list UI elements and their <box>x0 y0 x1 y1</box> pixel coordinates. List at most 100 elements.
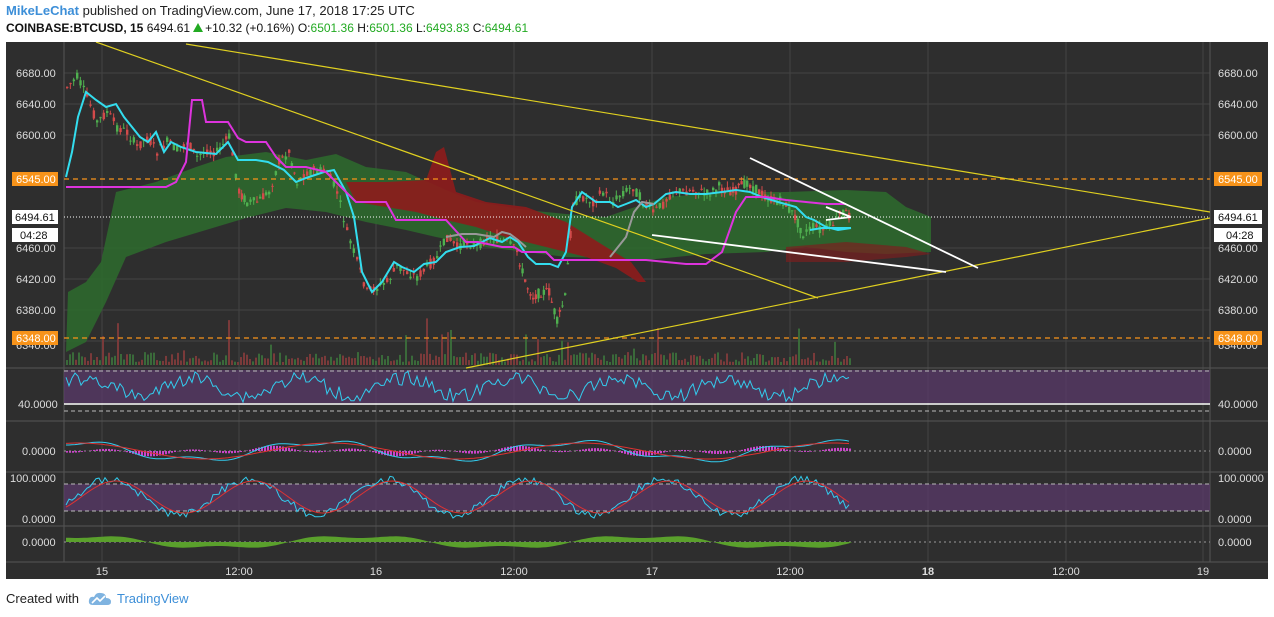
macd-hist-bar <box>462 451 464 453</box>
footer: Created with TradingView <box>0 579 1274 617</box>
volume-bar <box>396 359 398 365</box>
candle-body <box>618 195 622 198</box>
author-link[interactable]: MikeLeChat <box>6 3 79 18</box>
volume-bar <box>513 354 515 365</box>
volume-bar <box>84 357 86 365</box>
macd-hist-bar <box>81 451 83 452</box>
candle-body <box>796 218 800 228</box>
candle-body <box>89 104 92 106</box>
volume-bar <box>495 354 497 365</box>
volume-bar <box>69 354 71 365</box>
candle-body <box>281 156 284 158</box>
macd-hist-bar <box>807 451 809 452</box>
macd-hist-bar <box>90 450 92 451</box>
candle-body <box>442 238 446 246</box>
macd-hist-bar <box>264 446 266 451</box>
candle-body <box>569 230 572 239</box>
volume-bar <box>201 361 203 365</box>
candle-body <box>737 183 740 186</box>
candle-body <box>349 240 352 244</box>
candle-body <box>216 147 219 152</box>
macd-hist-bar <box>537 448 539 451</box>
current-price-tag-right: 6494.61 04:28 <box>1214 210 1262 242</box>
volume-bar <box>459 357 461 365</box>
chart-canvas[interactable]: 6680.00 6640.00 6600.00 6460.00 6420.00 … <box>6 41 1268 579</box>
macd-hist-bar <box>561 451 563 453</box>
symbol-label[interactable]: COINBASE:BTCUSD, 15 <box>6 21 144 35</box>
volume-bar <box>768 360 770 365</box>
volume-bar <box>120 354 122 365</box>
candle-body <box>524 279 527 282</box>
chart-area[interactable]: 6680.00 6640.00 6600.00 6460.00 6420.00 … <box>6 41 1268 579</box>
volume-bar <box>621 358 623 365</box>
macd-hist-bar <box>231 451 233 454</box>
candle-body <box>234 173 238 179</box>
upper-trendline[interactable] <box>185 43 1211 213</box>
volume-bar <box>252 361 254 365</box>
macd-hist-bar <box>675 450 677 451</box>
candle-body <box>518 265 522 267</box>
volume-bar <box>348 356 350 365</box>
candle-body <box>743 179 746 188</box>
volume-bar <box>417 360 419 365</box>
price-tick-6380: 6380.00 <box>16 305 56 317</box>
vertical-grid <box>101 42 1204 562</box>
volume-bar <box>516 354 518 365</box>
macd-hist-bar <box>711 451 713 454</box>
volume-bar <box>693 354 695 365</box>
volume-bar <box>126 354 128 365</box>
macd-label-left: 0.0000 <box>22 446 56 458</box>
macd-hist-bar <box>324 451 326 452</box>
candle-body <box>564 293 567 295</box>
volume-bar <box>531 359 533 365</box>
candle-body <box>788 206 791 213</box>
macd-hist-bar <box>849 448 851 451</box>
trendlines[interactable] <box>95 41 1211 369</box>
tenkan-sen-line <box>65 90 852 294</box>
tradingview-cloud-icon[interactable] <box>88 591 112 612</box>
macd-hist-bar <box>483 451 485 453</box>
macd-hist-bar <box>216 451 218 453</box>
macd-line <box>66 439 850 463</box>
macd-hist-bar <box>726 451 728 454</box>
volume-bar <box>99 360 101 365</box>
volume-bar <box>552 361 554 365</box>
volume-bar <box>651 354 653 365</box>
volume-bar <box>819 361 821 365</box>
stoch-band <box>64 484 1210 511</box>
candle-body <box>225 136 228 140</box>
candle-body <box>512 244 516 246</box>
volume-bar <box>657 327 659 365</box>
rsi-label-right: 40.0000 <box>1218 399 1258 411</box>
descending-trendline[interactable] <box>95 41 819 299</box>
volume-bar <box>426 318 428 365</box>
candle-body <box>259 196 262 199</box>
macd-hist-bar <box>201 449 203 451</box>
macd-hist-bar <box>639 451 641 457</box>
candle-body <box>366 287 369 289</box>
volume-bar <box>291 358 293 365</box>
ascending-trendline[interactable] <box>465 217 1211 369</box>
macd-hist-bar <box>618 451 620 453</box>
candle-body <box>655 206 658 208</box>
volume-bar <box>615 354 617 365</box>
wedge-pattern[interactable] <box>651 157 979 273</box>
volume-bar <box>846 356 848 365</box>
candle-body <box>521 268 524 274</box>
macd-hist-bar <box>114 449 116 451</box>
candle-body <box>822 229 825 231</box>
macd-hist-bar <box>357 448 359 451</box>
volume-bar <box>399 354 401 365</box>
time-label-19: 19 <box>1197 566 1209 578</box>
volume-bar <box>228 320 230 365</box>
macd-hist-bar <box>846 448 848 451</box>
volume-bar <box>141 359 143 365</box>
tradingview-link[interactable]: TradingView <box>117 591 189 606</box>
volume-bar <box>720 359 722 365</box>
volume-bar <box>789 356 791 365</box>
oscillator-area <box>66 536 852 548</box>
macd-hist-bar <box>378 451 380 454</box>
macd-hist-bar <box>594 448 596 451</box>
macd-hist-bar <box>198 449 200 451</box>
volume-bar <box>537 339 539 365</box>
